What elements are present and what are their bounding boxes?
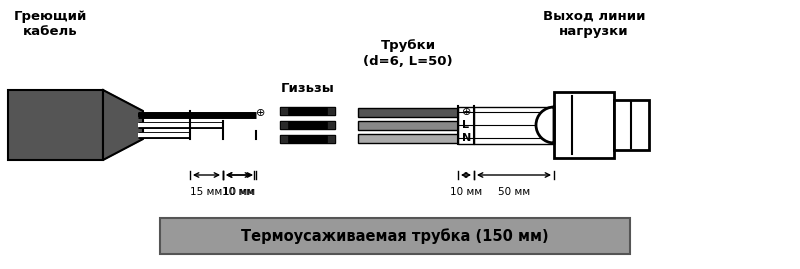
Bar: [327, 135, 335, 143]
Text: 15 мм: 15 мм: [190, 187, 222, 197]
Bar: [358, 108, 458, 117]
Bar: [358, 121, 458, 130]
Wedge shape: [536, 107, 554, 143]
Text: L: L: [462, 120, 469, 130]
Bar: [474, 107, 554, 144]
Bar: [280, 121, 288, 129]
Text: Выход линии
нагрузки: Выход линии нагрузки: [542, 10, 646, 38]
Bar: [614, 100, 649, 150]
Bar: [280, 107, 288, 115]
Polygon shape: [103, 90, 143, 160]
Text: 10 мм: 10 мм: [222, 187, 254, 197]
Bar: [8, 90, 103, 160]
Bar: [280, 135, 335, 143]
Text: Трубки
(d=6, L=50): Трубки (d=6, L=50): [363, 39, 453, 68]
Text: ⊕: ⊕: [462, 107, 471, 117]
Text: 10 мм: 10 мм: [450, 187, 482, 197]
Bar: [280, 121, 335, 129]
Text: ⊕: ⊕: [256, 108, 266, 118]
Bar: [358, 134, 458, 143]
Bar: [160, 218, 630, 254]
Bar: [554, 92, 614, 158]
Text: 50 мм: 50 мм: [498, 187, 530, 197]
Bar: [327, 107, 335, 115]
Bar: [280, 107, 335, 115]
Text: N: N: [462, 133, 471, 143]
Bar: [280, 135, 288, 143]
Text: Гизьзы: Гизьзы: [281, 82, 334, 95]
Text: 10 мм: 10 мм: [223, 187, 255, 197]
Bar: [458, 107, 474, 144]
Text: Греющий
кабель: Греющий кабель: [14, 10, 86, 38]
Text: Термоусаживаемая трубка (150 мм): Термоусаживаемая трубка (150 мм): [241, 228, 549, 244]
Bar: [327, 121, 335, 129]
